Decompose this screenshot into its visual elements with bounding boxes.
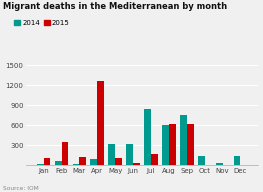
Bar [187,124,194,165]
Bar [126,145,133,165]
Bar [79,157,86,165]
Legend: 2014, 2015: 2014, 2015 [11,17,72,28]
Bar [144,108,151,165]
Text: Migrant deaths in the Mediterranean by month: Migrant deaths in the Mediterranean by m… [3,2,227,11]
Bar [108,145,115,165]
Bar [90,159,97,165]
Bar [198,156,205,165]
Bar [97,81,104,165]
Bar [62,142,68,165]
Bar [180,115,187,165]
Bar [169,124,176,165]
Bar [151,155,158,165]
Bar [37,164,44,165]
Bar [133,163,140,165]
Bar [55,161,62,165]
Bar [115,158,122,165]
Bar [234,156,240,165]
Bar [44,158,50,165]
Bar [216,163,222,165]
Bar [162,125,169,165]
Text: Source: IOM: Source: IOM [3,186,38,191]
